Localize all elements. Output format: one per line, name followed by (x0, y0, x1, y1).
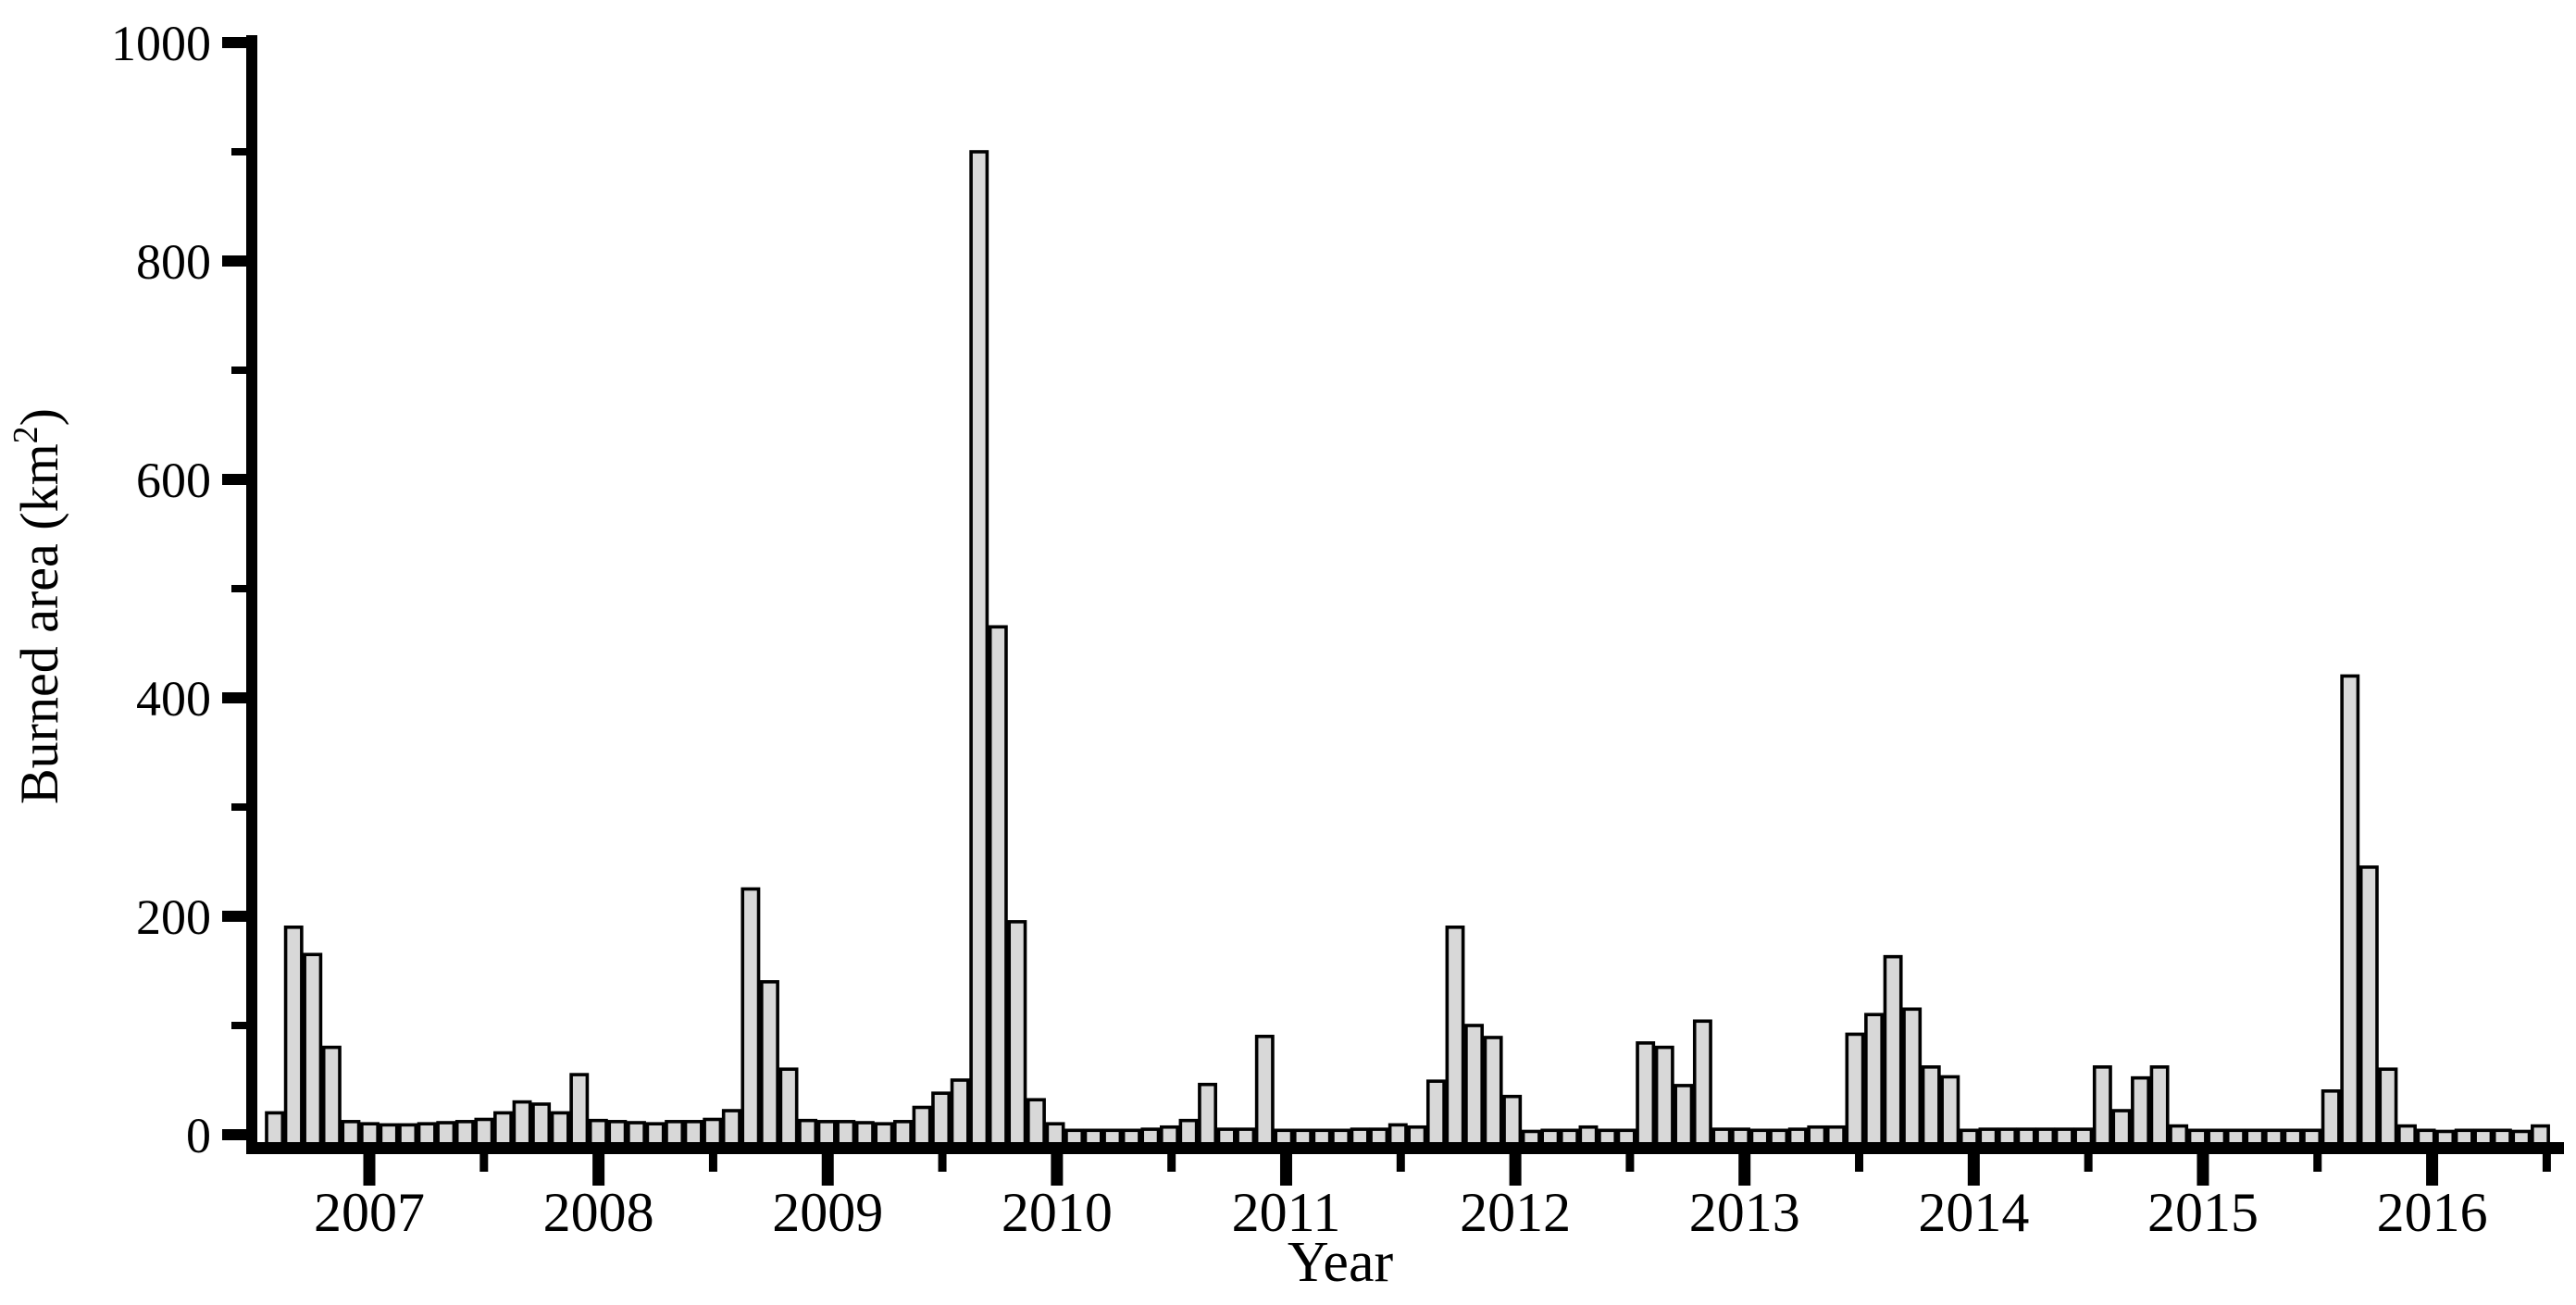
bar-2008-09 (740, 887, 761, 1150)
bar-2011-11 (1464, 1024, 1485, 1150)
x-major-tick-2016 (2426, 1154, 2439, 1186)
x-minor-tick-2 (708, 1154, 717, 1172)
x-minor-tick-7 (1855, 1154, 1864, 1172)
bar-2013-12 (1940, 1075, 1960, 1150)
bar-2011-12 (1483, 1036, 1503, 1150)
y-major-tick-1000 (222, 37, 246, 48)
bar-2013-10 (1902, 1007, 1923, 1150)
x-tick-label-2013: 2013 (1689, 1182, 1800, 1243)
bar-2013-08 (1864, 1013, 1884, 1150)
bar-2011-09 (1425, 1079, 1446, 1150)
x-tick-label-2011: 2011 (1232, 1182, 1341, 1243)
bar-2009-10 (988, 625, 1008, 1150)
bar-2008-10 (760, 980, 779, 1150)
axes-group (222, 35, 2564, 1186)
bar-2009-12 (1027, 1098, 1046, 1150)
y-minor-tick-900 (231, 148, 246, 155)
x-minor-tick-6 (1625, 1154, 1635, 1172)
bar-2013-09 (1883, 954, 1903, 1150)
x-axis-spine (246, 1142, 2564, 1154)
bars-group (265, 150, 2550, 1150)
x-axis-title: Year (1288, 1231, 1394, 1294)
bar-2012-10 (1674, 1084, 1694, 1150)
bar-2012-08 (1636, 1041, 1656, 1150)
x-minor-tick-5 (1396, 1154, 1405, 1172)
y-minor-tick-300 (231, 803, 246, 811)
bar-2009-11 (1007, 920, 1027, 1150)
bar-2007-10 (531, 1102, 552, 1150)
y-tick-label-800: 800 (136, 234, 211, 290)
y-tick-label-1000: 1000 (111, 16, 211, 71)
bar-2014-08 (2092, 1065, 2112, 1150)
y-major-tick-600 (222, 474, 246, 485)
x-tick-label-2014: 2014 (1918, 1182, 2029, 1243)
x-major-tick-2007 (363, 1154, 376, 1186)
x-minor-tick-9 (2313, 1154, 2322, 1172)
x-major-tick-2013 (1738, 1154, 1751, 1186)
bar-2014-11 (2149, 1065, 2170, 1150)
labels-group: 0 200 400 600 800 1000 2007 2008 2009 2010 2011 201… (6, 16, 2488, 1294)
bar-2012-09 (1654, 1045, 1674, 1150)
bar-2015-09 (2340, 674, 2360, 1150)
y-tick-label-0: 0 (186, 1108, 211, 1163)
bar-2006-10 (303, 952, 323, 1150)
x-tick-label-2015: 2015 (2147, 1182, 2259, 1243)
y-minor-tick-100 (231, 1022, 246, 1029)
bar-2012-01 (1502, 1094, 1523, 1150)
x-tick-label-2008: 2008 (543, 1182, 654, 1243)
bar-2009-07 (931, 1091, 952, 1150)
bar-2015-10 (2358, 865, 2379, 1150)
bar-2010-09 (1198, 1082, 1218, 1150)
bar-2006-09 (283, 925, 304, 1150)
x-tick-label-2007: 2007 (314, 1182, 425, 1243)
bar-2006-11 (321, 1045, 342, 1150)
x-major-tick-2011 (1279, 1154, 1292, 1186)
x-minor-tick-1 (479, 1154, 489, 1172)
bar-2009-09 (969, 150, 989, 1150)
y-major-tick-200 (222, 911, 246, 922)
y-tick-label-600: 600 (136, 453, 211, 508)
bar-2013-11 (1921, 1065, 1941, 1150)
x-major-tick-2009 (821, 1154, 834, 1186)
y-tick-label-200: 200 (136, 889, 211, 945)
bar-2015-11 (2378, 1067, 2398, 1150)
bar-2009-06 (912, 1105, 932, 1150)
x-major-tick-2012 (1509, 1154, 1522, 1186)
x-tick-label-2010: 2010 (1002, 1182, 1113, 1243)
y-major-tick-0 (222, 1129, 246, 1140)
bar-2007-09 (512, 1100, 532, 1150)
bar-2015-08 (2321, 1089, 2341, 1150)
y-tick-label-400: 400 (136, 671, 211, 727)
x-major-tick-2010 (1051, 1154, 1064, 1186)
y-axis-title: Burned area (km2) (6, 408, 69, 804)
x-major-tick-2014 (1967, 1154, 1980, 1186)
bar-2008-11 (778, 1067, 799, 1150)
x-tick-label-2016: 2016 (2377, 1182, 2488, 1243)
bar-2012-11 (1692, 1019, 1712, 1150)
y-major-tick-800 (222, 255, 246, 267)
y-minor-tick-500 (231, 585, 246, 592)
y-axis-spine (246, 35, 257, 1154)
bar-2013-07 (1845, 1032, 1865, 1150)
bar-2014-10 (2131, 1075, 2150, 1150)
y-minor-tick-700 (231, 367, 246, 374)
bar-2010-12 (1254, 1035, 1275, 1150)
x-major-tick-2015 (2196, 1154, 2209, 1186)
x-major-tick-2008 (592, 1154, 605, 1186)
x-tick-label-2009: 2009 (772, 1182, 883, 1243)
x-minor-tick-8 (2084, 1154, 2093, 1172)
y-major-tick-400 (222, 692, 246, 703)
bar-2007-12 (569, 1073, 590, 1150)
bar-2011-10 (1445, 925, 1465, 1150)
x-minor-tick-3 (938, 1154, 947, 1172)
x-minor-tick-4 (1167, 1154, 1176, 1172)
x-tick-label-2012: 2012 (1460, 1182, 1571, 1243)
bar-2009-08 (950, 1078, 970, 1150)
x-minor-tick-10 (2542, 1154, 2551, 1172)
